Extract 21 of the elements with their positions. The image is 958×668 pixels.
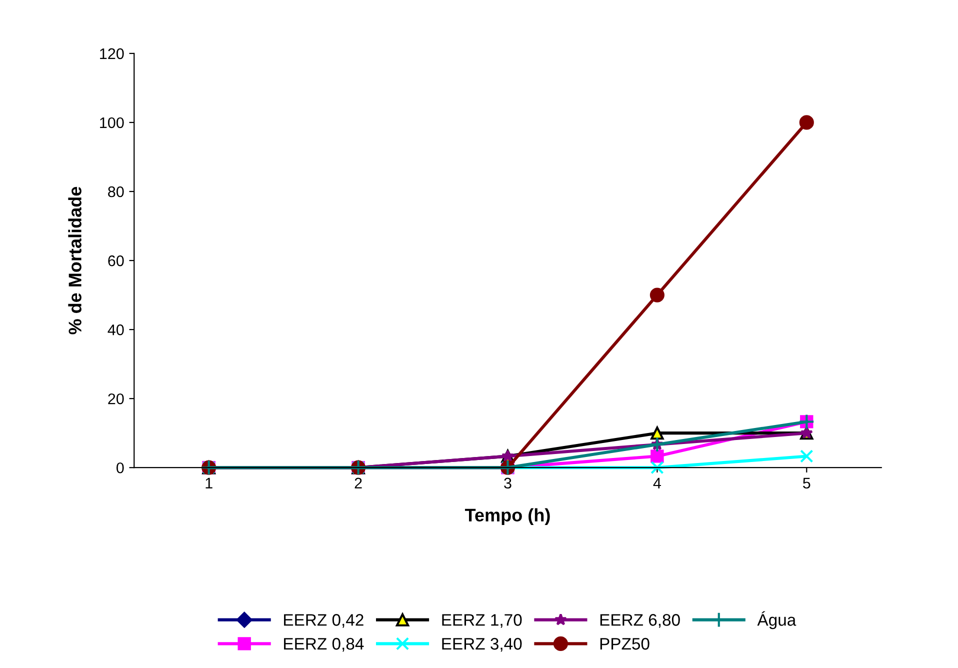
x-axis-title: Tempo (h) xyxy=(464,508,550,526)
y-tick-label: 80 xyxy=(108,186,124,198)
x-tick-label: 1 xyxy=(206,478,212,488)
legend-label: EERZ 6,80 xyxy=(600,614,680,628)
legend-label: EERZ 1,70 xyxy=(442,614,522,628)
legend-label: EERZ 0,84 xyxy=(284,638,364,652)
y-tick-label: 20 xyxy=(108,393,124,404)
x-tick-label: 3 xyxy=(504,478,512,489)
legend-label: EERZ 0,42 xyxy=(284,614,364,628)
legend-label: EERZ 3,40 xyxy=(442,638,522,652)
x-tick-label: 4 xyxy=(653,478,661,488)
y-tick-label: 100 xyxy=(100,117,124,128)
x-tick-label: 5 xyxy=(803,478,810,489)
x-tick-label: 2 xyxy=(354,478,362,488)
y-tick-label: 60 xyxy=(108,255,124,266)
y-tick-label: 0 xyxy=(116,462,124,474)
y-axis-title: % de Mortalidade xyxy=(68,186,82,334)
y-tick-label: 120 xyxy=(100,48,124,60)
legend-label: PPZ50 xyxy=(600,638,650,650)
legend-label: Água xyxy=(757,611,796,630)
y-tick-label: 40 xyxy=(108,324,124,336)
